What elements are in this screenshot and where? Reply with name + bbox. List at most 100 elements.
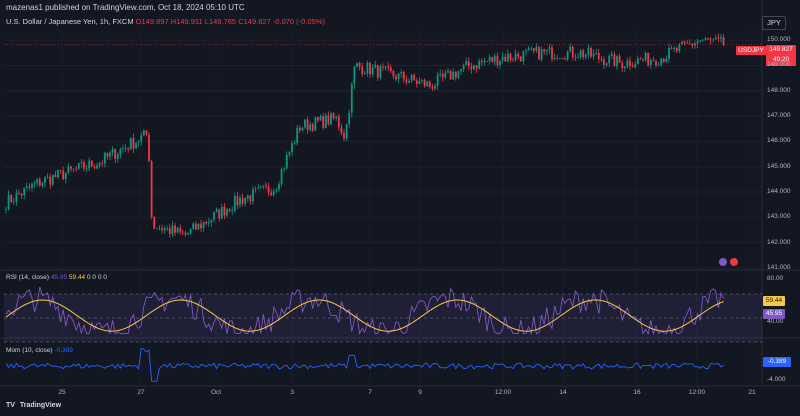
currency-button[interactable]: JPY	[762, 16, 786, 30]
candle-body-9	[28, 186, 31, 188]
candle-body-54	[145, 130, 148, 135]
candle-body-206	[540, 49, 543, 60]
candle-body-39	[106, 152, 109, 157]
candle-body-191	[501, 56, 504, 61]
candle-body-200	[525, 50, 527, 52]
candle-body-105	[278, 184, 280, 190]
candle-body-72	[192, 223, 195, 229]
candle-body-218	[571, 46, 574, 58]
candle-body-167	[439, 73, 442, 76]
ohlc-change: -0.070 (-0.05%)	[272, 17, 325, 26]
candle-body-68	[181, 231, 184, 233]
candle-body-128	[337, 116, 340, 128]
candle-body-129	[340, 127, 343, 134]
candle-body-188	[493, 55, 496, 62]
candle-body-201	[527, 48, 530, 51]
candle-body-272	[712, 39, 715, 41]
price-tick-7: 143.000	[767, 213, 791, 221]
candle-body-179	[470, 66, 473, 70]
candle-body-180	[473, 65, 475, 70]
candle-body-232	[608, 55, 611, 64]
candle-body-208	[545, 49, 548, 52]
mom-tag: -0.389	[763, 357, 791, 367]
candle-body-209	[548, 47, 551, 50]
candle-body-4	[15, 192, 18, 202]
mom-title[interactable]: Mom (10, close)	[6, 347, 53, 354]
candle-body-140	[369, 62, 371, 75]
candle-body-225	[590, 48, 592, 57]
candle-body-270	[707, 38, 709, 40]
candle-body-35	[96, 165, 98, 169]
candle-body-264	[691, 43, 694, 46]
tradingview-footer[interactable]: TV TradingView	[6, 402, 61, 409]
candle-body-217	[569, 46, 572, 52]
candle-body-199	[522, 51, 525, 62]
candle-body-170	[447, 70, 449, 73]
candle-body-103	[272, 190, 275, 196]
candle-body-41	[111, 149, 114, 153]
candle-body-84	[223, 206, 226, 216]
candle-body-89	[236, 196, 239, 206]
candle-body-107	[283, 168, 286, 170]
candle-body-40	[109, 152, 111, 157]
candle-body-96	[254, 188, 257, 190]
candle-body-168	[441, 73, 444, 78]
candle-body-62	[166, 228, 169, 229]
candle-body-6	[20, 193, 23, 196]
candle-body-50	[135, 142, 137, 149]
time-tick-2: Oct	[210, 389, 222, 396]
candle-body-268	[701, 39, 704, 41]
rsi-tag: 45.95	[763, 309, 785, 319]
candle-body-163	[428, 81, 431, 87]
candle-body-91	[241, 197, 244, 204]
time-tick-4: 7	[368, 389, 372, 396]
candle-body-117	[309, 124, 312, 130]
candle-body-42	[114, 149, 117, 159]
symbol-description[interactable]: U.S. Dollar / Japanese Yen, 1h, FXCM	[6, 17, 134, 26]
candle-body-216	[566, 51, 569, 60]
tradingview-logo-icon: TV	[6, 402, 15, 409]
candle-body-61	[163, 228, 166, 231]
price-tick-9: 141.000	[767, 264, 791, 271]
rsi-title[interactable]: RSI (14, close)	[6, 274, 49, 281]
candle-body-176	[462, 64, 465, 70]
candle-body-172	[452, 71, 455, 80]
rsi-axis-40: 40.00	[767, 318, 784, 325]
candle-body-43	[116, 154, 119, 159]
ohlc-high: H149.911	[170, 17, 203, 26]
candle-body-181	[475, 65, 478, 69]
candle-body-11	[33, 183, 36, 185]
candle-body-123	[324, 115, 327, 128]
price-tick-3: 147.000	[767, 112, 791, 120]
candle-body-144	[379, 66, 382, 78]
candle-body-156	[410, 74, 413, 81]
candle-body-132	[348, 112, 351, 125]
rsi-ma-line	[5, 299, 724, 332]
candle-body-53	[142, 130, 145, 136]
candle-body-205	[538, 46, 540, 60]
time-tick-3: 3	[290, 389, 294, 396]
candle-body-127	[335, 116, 338, 119]
candle-body-75	[200, 223, 202, 229]
candle-body-155	[408, 80, 410, 83]
candle-body-63	[168, 228, 171, 235]
candle-body-28	[77, 163, 80, 169]
candle-body-15	[44, 177, 46, 183]
candle-body-81	[215, 209, 218, 213]
candle-body-187	[491, 56, 494, 62]
candle-body-159	[418, 80, 421, 84]
candle-body-94	[249, 195, 252, 201]
rsi-ma-value: 59.44	[68, 274, 86, 281]
candle-body-195	[512, 59, 514, 61]
rsi-axis-80: 80.00	[767, 275, 784, 282]
candle-body-126	[332, 113, 335, 119]
candle-body-109	[288, 152, 291, 155]
candle-body-219	[574, 57, 577, 58]
candle-body-240	[629, 60, 631, 67]
candle-body-88	[233, 196, 236, 211]
bar-countdown: 49:20	[772, 56, 790, 63]
candle-body-198	[519, 56, 522, 62]
candle-body-261	[683, 41, 686, 43]
candle-body-212	[556, 57, 559, 59]
